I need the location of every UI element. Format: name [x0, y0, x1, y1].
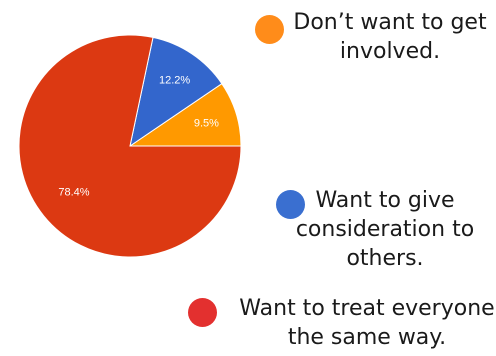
legend-dot-2: [188, 298, 217, 327]
pie-slice-1: [129, 36, 223, 148]
legend-dot-1: [276, 190, 305, 219]
legend-line: involved.: [339, 39, 441, 64]
legend-line: Want to give: [315, 188, 455, 213]
pie-chart: 9.5% 12.2% 78.4%: [18, 34, 242, 258]
slice-value-label-0: 9.5%: [194, 118, 219, 130]
slice-value-label-2: 78.4%: [58, 186, 89, 198]
legend-text-1: Want to give consideration to others.: [285, 186, 485, 273]
legend-line: the same way.: [287, 325, 447, 350]
legend-line: Don’t want to get: [293, 10, 487, 35]
legend-line: others.: [346, 246, 424, 271]
legend-line: Want to treat everyone: [239, 296, 495, 321]
slice-value-label-1: 12.2%: [159, 75, 190, 87]
legend-text-2: Want to treat everyone the same way.: [238, 294, 496, 352]
legend-line: consideration to: [295, 217, 475, 242]
pie-slice-2: [18, 34, 242, 258]
legend-dot-0: [255, 15, 284, 44]
legend-text-0: Don’t want to get involved.: [290, 8, 490, 66]
